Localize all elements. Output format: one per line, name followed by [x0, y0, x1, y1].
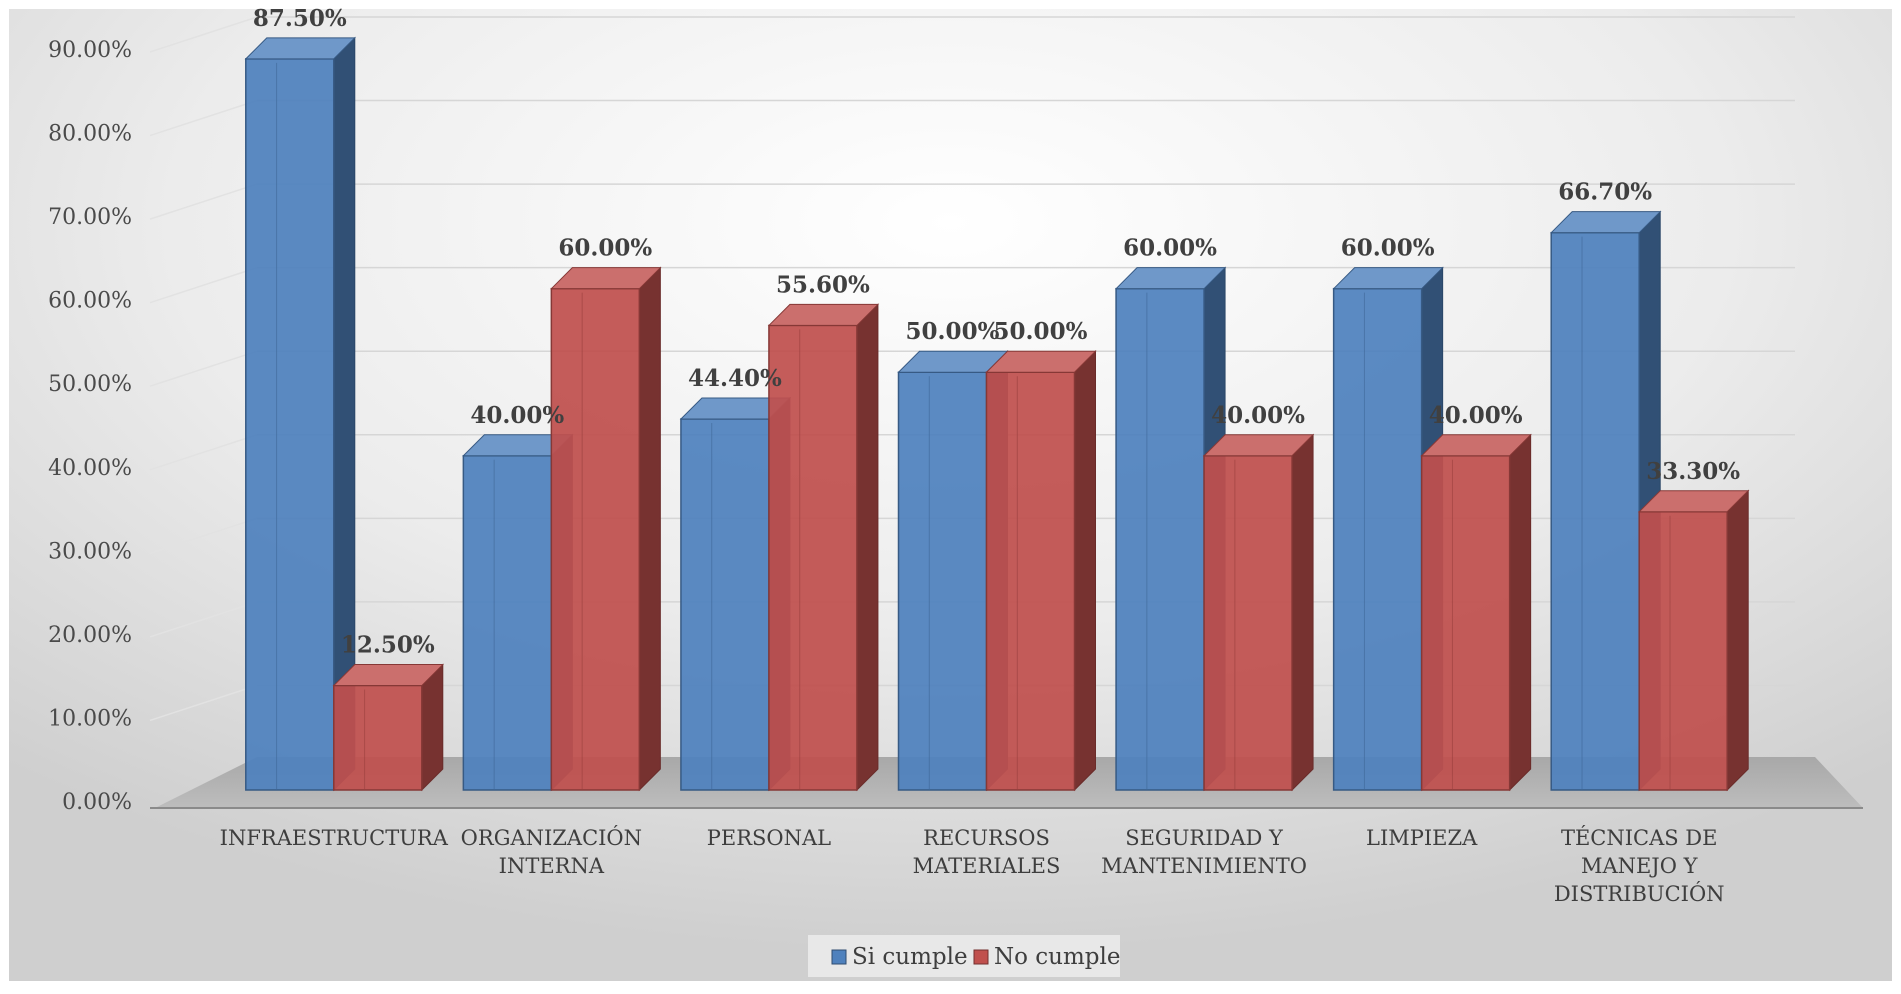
category-label: MATERIALES [913, 854, 1061, 878]
bar-no-cumple [1638, 489, 1750, 792]
data-label: 60.00% [1341, 235, 1435, 262]
bar-front-face [897, 371, 988, 791]
bar-top-face [1638, 490, 1750, 513]
y-tick-label: 70.00% [48, 205, 132, 230]
bar-front-face [768, 324, 858, 791]
bar-front-face [1203, 455, 1293, 791]
bar-top-face [550, 267, 662, 290]
bar-front-face [1638, 511, 1728, 791]
y-tick-label: 40.00% [48, 456, 132, 481]
bar-front-face [333, 684, 423, 791]
category-label: DISTRIBUCIÓN [1554, 881, 1725, 906]
data-label: 87.50% [253, 5, 347, 32]
bar-front-face [550, 287, 641, 791]
bar-front-face [680, 418, 770, 791]
bar-side-face [1074, 350, 1096, 792]
category-label: PERSONAL [707, 826, 831, 850]
bar-si-cumple [462, 433, 574, 792]
bar-side-face [1726, 489, 1749, 792]
y-tick-label: 60.00% [48, 289, 132, 314]
bar-top-face [1114, 267, 1227, 290]
x-axis-category-labels: INFRAESTRUCTURA ORGANIZACIÓN INTERNA PERSON… [220, 825, 1725, 906]
data-label: 50.00% [906, 318, 1000, 345]
data-label: 60.00% [558, 235, 652, 262]
bar-no-cumple [332, 663, 444, 792]
bar-no-cumple [1420, 433, 1532, 792]
data-label: 33.30% [1646, 458, 1740, 485]
bar-top-face [1202, 434, 1315, 457]
gridline [149, 684, 258, 722]
bar-side-face [638, 266, 661, 792]
bar-top-face [332, 664, 444, 687]
gridline [149, 99, 258, 137]
data-label: 40.00% [1211, 402, 1305, 429]
y-tick-label: 20.00% [48, 623, 132, 648]
legend-swatch [831, 949, 847, 965]
y-tick-label: 10.00% [48, 706, 132, 731]
gridline [149, 434, 258, 471]
data-label: 40.00% [1429, 402, 1523, 429]
data-label: 44.40% [688, 365, 782, 392]
bar-top-face [1420, 434, 1532, 457]
bar-front-face [1420, 455, 1511, 791]
data-label: 60.00% [1123, 235, 1217, 262]
bar-side-face [421, 663, 444, 792]
data-label: 55.60% [776, 271, 870, 298]
bar-top-face [1550, 211, 1662, 234]
y-tick-label: 30.00% [48, 539, 132, 564]
legend: Si cumple No cumple [808, 935, 1120, 977]
gridline [149, 517, 258, 555]
category-label: MANTENIMIENTO [1101, 854, 1307, 878]
y-tick-label: 50.00% [48, 372, 132, 397]
y-tick-label: 80.00% [48, 122, 132, 147]
bar-top-face [985, 350, 1097, 373]
bar-front-face [1332, 287, 1423, 791]
category-label: INFRAESTRUCTURA [220, 826, 449, 850]
data-label: 40.00% [470, 402, 564, 429]
bar-no-cumple [767, 303, 880, 792]
data-labels: 87.50% 12.50% 40.00% 60.00% 44.40% 55.60% 50.0… [253, 5, 1740, 659]
gridline [149, 601, 258, 638]
bars [244, 36, 1750, 792]
category-label: RECURSOS [923, 826, 1050, 850]
bar-front-face [462, 455, 553, 791]
gridline [149, 350, 258, 387]
bar-no-cumple [550, 266, 662, 792]
category-label: LIMPIEZA [1366, 826, 1478, 850]
y-tick-label: 0.00% [62, 790, 132, 815]
bar-no-cumple [985, 350, 1097, 792]
gridline [149, 183, 258, 220]
bar-front-face [985, 371, 1076, 791]
category-label: INTERNA [499, 854, 605, 878]
legend-label: Si cumple [852, 944, 968, 970]
y-axis-tick-labels: 0.00% 10.00% 20.00% 30.00% 40.00% 50.00% 60.00… [48, 38, 132, 815]
bar-top-face [1332, 267, 1444, 290]
bar-front-face [245, 58, 335, 791]
bar-side-face [1509, 433, 1532, 792]
legend-box [808, 935, 1120, 977]
bar-top-face [244, 37, 356, 60]
bar-top-face [767, 303, 880, 326]
category-label: ORGANIZACIÓN [461, 825, 642, 850]
bar-side-face [1291, 433, 1314, 792]
data-label: 50.00% [994, 318, 1088, 345]
legend-label: No cumple [994, 944, 1120, 970]
data-label: 66.70% [1558, 179, 1652, 206]
bar-no-cumple [1202, 433, 1315, 792]
legend-swatch [973, 949, 989, 965]
data-label: 12.50% [341, 632, 435, 659]
y-tick-label: 90.00% [48, 38, 132, 63]
bar-side-face [856, 303, 879, 792]
category-label: MANEJO Y [1581, 854, 1699, 878]
gridline [149, 16, 258, 53]
bar-front-face [1115, 287, 1205, 791]
gridline [149, 266, 258, 304]
category-label: SEGURIDAD Y [1125, 826, 1284, 850]
bar-si-cumple [244, 36, 356, 792]
bar-front-face [1550, 231, 1640, 791]
category-label: TÉCNICAS DE [1561, 826, 1718, 850]
